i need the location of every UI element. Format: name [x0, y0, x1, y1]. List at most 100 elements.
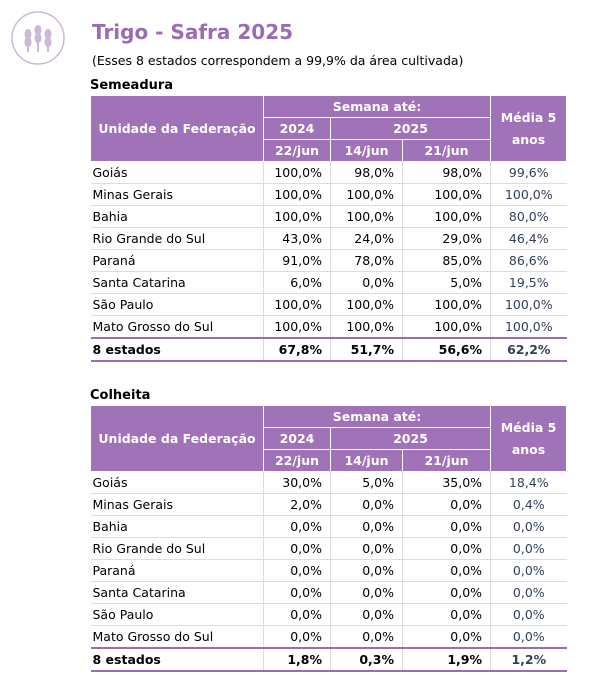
cell: 0,0% — [330, 537, 403, 560]
cell: Rio Grande do Sul — [90, 537, 264, 560]
cell: 100,0% — [263, 315, 331, 339]
cell: São Paulo — [90, 293, 264, 316]
cell: Bahia — [90, 205, 264, 228]
cell: 6,0% — [263, 271, 331, 294]
title: Trigo - Safra 2025 — [92, 20, 294, 44]
cell: 5,0% — [330, 471, 403, 494]
cell: 0,0% — [401, 537, 491, 560]
data-table: Unidade da Federação Semana até: Média 5 a… — [90, 95, 568, 362]
cell: 100,0% — [330, 183, 403, 206]
cell: 24,0% — [330, 227, 403, 250]
cell: 0,0% — [330, 493, 403, 516]
cell: 86,6% — [490, 249, 567, 272]
table-row: São Paulo 100,0% 100,0% 100,0% 100,0% — [90, 293, 567, 316]
table-row: Minas Gerais 100,0% 100,0% 100,0% 100,0% — [90, 183, 567, 206]
cell: 29,0% — [401, 227, 491, 250]
cell: 0,0% — [263, 581, 331, 604]
header-cell: 22/jun — [263, 449, 331, 472]
header-row: Unidade da Federação Semana até: Média 5 a… — [90, 405, 568, 472]
cell: 100,0% — [401, 205, 491, 228]
header-cell: 2025 — [329, 117, 492, 140]
cell: 0,0% — [330, 625, 403, 649]
cell: 43,0% — [263, 227, 331, 250]
header-cell: Média 5 anos — [490, 405, 568, 472]
cell: 8 estados — [90, 647, 264, 672]
cell: 98,0% — [330, 161, 403, 184]
header-cell: 2024 — [263, 117, 331, 140]
cell: 0,0% — [330, 559, 403, 582]
cell: 91,0% — [263, 249, 331, 272]
cell: 67,8% — [263, 337, 331, 362]
cell: 100,0% — [401, 315, 491, 339]
cell: 1,2% — [490, 647, 567, 672]
cell: 0,0% — [490, 625, 567, 649]
wheat-icon — [11, 11, 65, 65]
total-row: 8 estados 1,8% 0,3% 1,9% 1,2% — [90, 647, 567, 672]
table-row: Rio Grande do Sul 0,0% 0,0% 0,0% 0,0% — [90, 537, 567, 560]
cell: Goiás — [90, 471, 264, 494]
table-row: Minas Gerais 2,0% 0,0% 0,0% 0,4% — [90, 493, 567, 516]
cell: 0,0% — [263, 559, 331, 582]
header-cell: Unidade da Federação — [90, 405, 264, 472]
table-row: Mato Grosso do Sul 0,0% 0,0% 0,0% 0,0% — [90, 625, 567, 649]
cell: 100,0% — [490, 293, 567, 316]
table-row: Mato Grosso do Sul 100,0% 100,0% 100,0% 100,… — [90, 315, 567, 339]
cell: Minas Gerais — [90, 183, 264, 206]
section-title: Semeadura — [90, 78, 174, 93]
header-cell: 14/jun — [330, 139, 403, 162]
header-row: 22/jun 14/jun 21/jun — [91, 449, 567, 472]
cell: 98,0% — [401, 161, 491, 184]
cell: 2,0% — [263, 493, 331, 516]
data-table: Unidade da Federação Semana até: Média 5 a… — [90, 405, 568, 672]
cell: 0,0% — [330, 271, 403, 294]
cell: 85,0% — [401, 249, 491, 272]
cell: 100,0% — [263, 205, 331, 228]
header-cell: 2024 — [263, 427, 331, 450]
cell: 100,0% — [490, 183, 567, 206]
cell: Bahia — [90, 515, 264, 538]
table-row: Santa Catarina 0,0% 0,0% 0,0% 0,0% — [90, 581, 567, 604]
cell: 1,8% — [263, 647, 331, 672]
cell: 100,0% — [330, 205, 403, 228]
cell: Mato Grosso do Sul — [90, 315, 264, 339]
cell: 99,6% — [490, 161, 567, 184]
header-row: 2024 2025 — [91, 427, 567, 450]
cell: Goiás — [90, 161, 264, 184]
section-title: Colheita — [90, 388, 151, 403]
subtitle: (Esses 8 estados correspondem a 99,9% da… — [92, 53, 464, 68]
cell: 0,0% — [401, 515, 491, 538]
cell: 0,0% — [263, 603, 331, 626]
cell: Paraná — [90, 559, 264, 582]
cell: 0,0% — [401, 581, 491, 604]
header-cell: 21/jun — [401, 139, 492, 162]
cell: 5,0% — [401, 271, 491, 294]
cell: Minas Gerais — [90, 493, 264, 516]
cell: 0,0% — [490, 603, 567, 626]
table-row: Goiás 100,0% 98,0% 98,0% 99,6% — [90, 161, 567, 184]
total-row: 8 estados 67,8% 51,7% 56,6% 62,2% — [90, 337, 567, 362]
cell: 56,6% — [401, 337, 491, 362]
cell: 0,0% — [330, 603, 403, 626]
table-row: São Paulo 0,0% 0,0% 0,0% 0,0% — [90, 603, 567, 626]
cell: Santa Catarina — [90, 581, 264, 604]
header-cell: Unidade da Federação — [90, 95, 264, 162]
cell: São Paulo — [90, 603, 264, 626]
header-cell: 22/jun — [263, 139, 331, 162]
header-cell: Semana até: — [262, 405, 492, 428]
cell: 30,0% — [263, 471, 331, 494]
cell: 18,4% — [490, 471, 567, 494]
cell: 0,0% — [490, 581, 567, 604]
cell: 35,0% — [401, 471, 491, 494]
cell: 0,0% — [330, 515, 403, 538]
cell: 8 estados — [90, 337, 264, 362]
cell: Mato Grosso do Sul — [90, 625, 264, 649]
cell: 1,9% — [401, 647, 491, 672]
header-row: Unidade da Federação Semana até: Média 5 a… — [90, 95, 568, 162]
cell: 100,0% — [330, 315, 403, 339]
table-row: Santa Catarina 6,0% 0,0% 5,0% 19,5% — [90, 271, 567, 294]
cell: 19,5% — [490, 271, 567, 294]
table-row: Bahia 0,0% 0,0% 0,0% 0,0% — [90, 515, 567, 538]
table-row: Goiás 30,0% 5,0% 35,0% 18,4% — [90, 471, 567, 494]
cell: 0,0% — [263, 515, 331, 538]
cell: 100,0% — [263, 161, 331, 184]
